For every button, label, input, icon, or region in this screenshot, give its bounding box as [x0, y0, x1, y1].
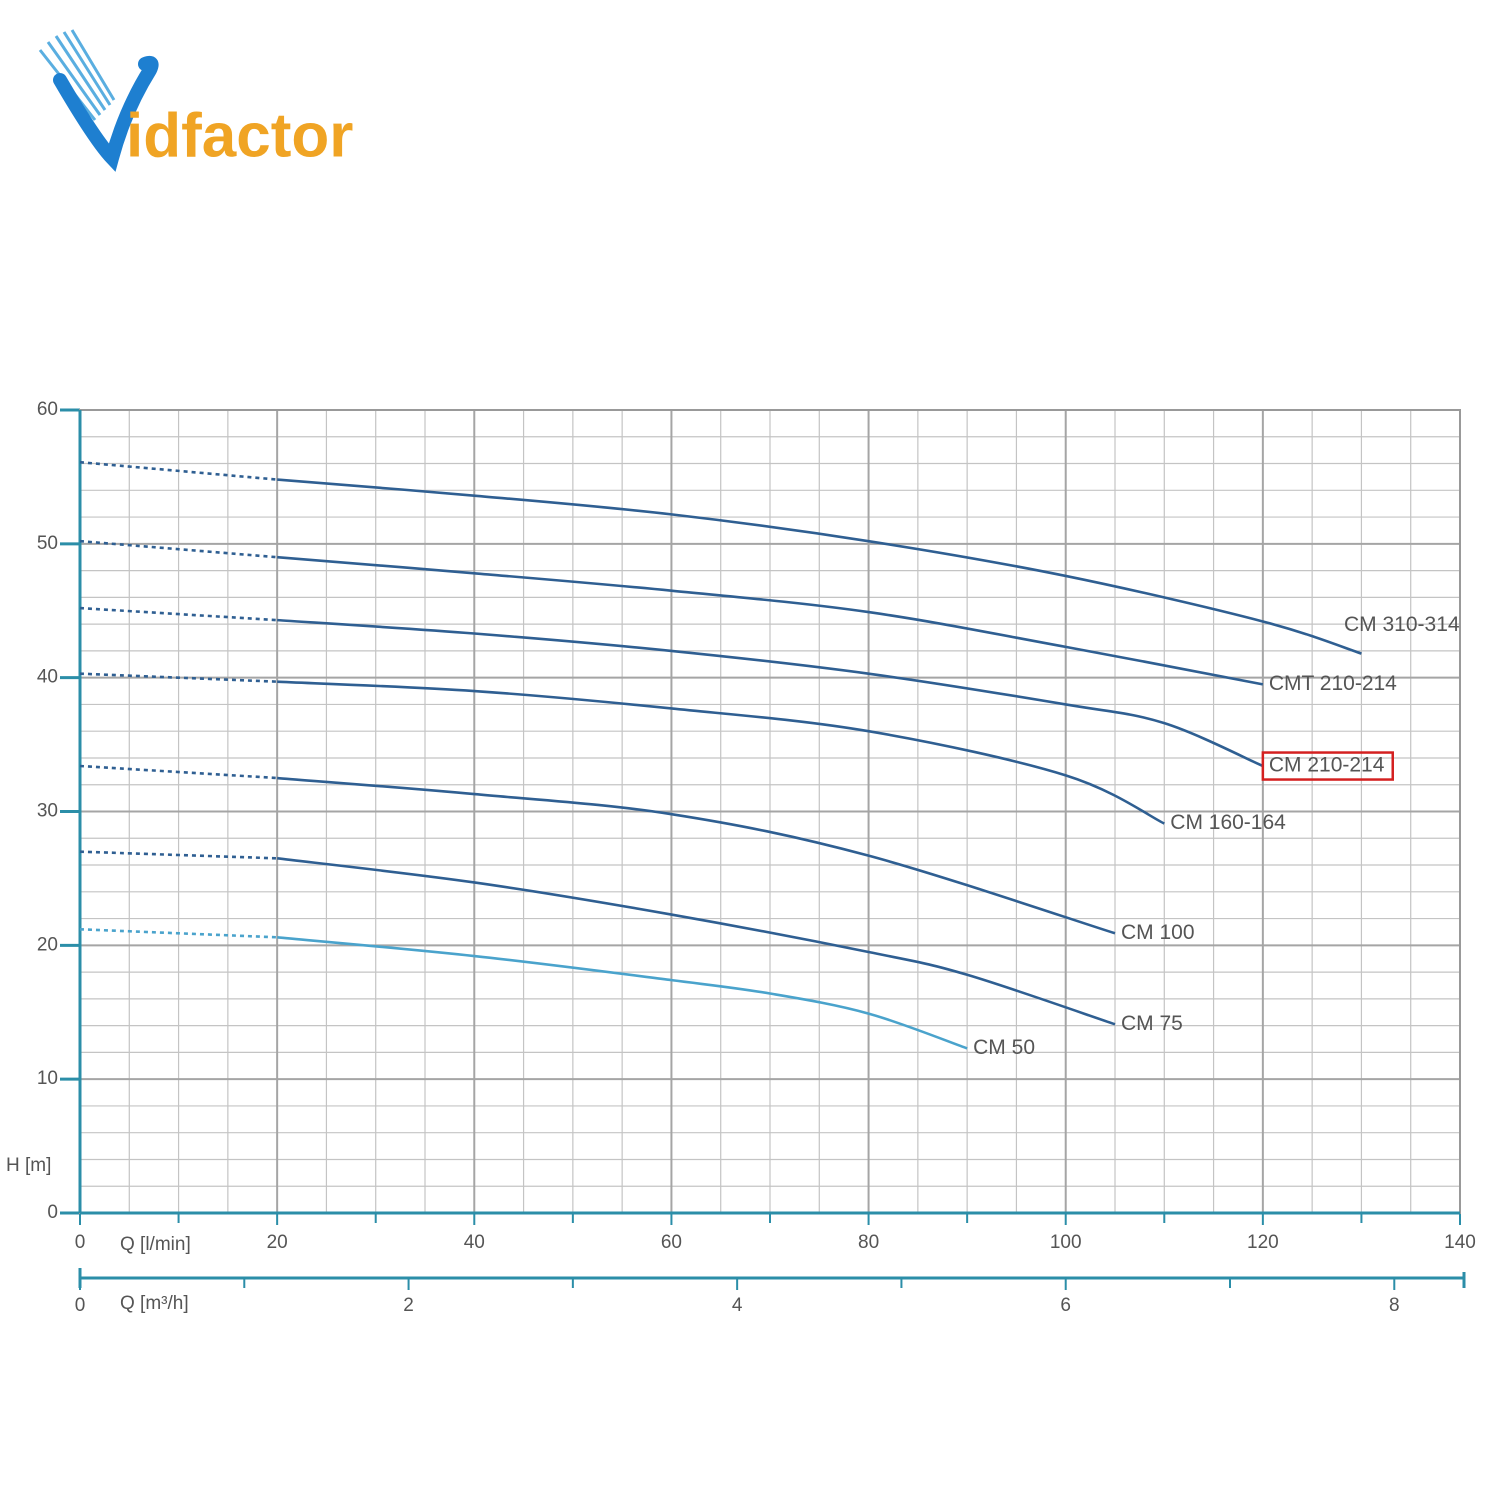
- x2-tick-label: 8: [1389, 1295, 1400, 1316]
- x-tick-label: 140: [1444, 1232, 1476, 1253]
- curve-extrapolated: [79, 672, 278, 683]
- curve-label: CMT 210-214: [1269, 672, 1397, 695]
- x-tick-label: 20: [267, 1232, 288, 1253]
- curve: [277, 618, 1264, 768]
- logo-text: idfactor: [126, 101, 353, 170]
- x2-tick-label: 4: [732, 1295, 743, 1316]
- curve-label: CM 75: [1121, 1012, 1183, 1035]
- curve: [277, 936, 968, 1050]
- x-tick-label: 40: [464, 1232, 485, 1253]
- x2-axis-label: Q [m³/h]: [120, 1293, 189, 1314]
- curve-label: CM 310-314: [1344, 613, 1460, 636]
- curve-label: CM 50: [973, 1036, 1035, 1059]
- curve-label: CM 210-214: [1269, 754, 1385, 777]
- curve-extrapolated: [79, 539, 278, 559]
- curve-extrapolated: [79, 606, 278, 622]
- y-tick-label: 10: [37, 1068, 58, 1089]
- highlight-box: [1261, 751, 1394, 781]
- curve: [277, 478, 1362, 655]
- curve: [277, 776, 1116, 935]
- curve-extrapolated: [79, 927, 278, 939]
- y-tick-label: 20: [37, 934, 58, 955]
- x-tick-label: 120: [1247, 1232, 1279, 1253]
- curve-label: CM 100: [1121, 921, 1195, 944]
- curve: [277, 680, 1165, 825]
- logo-v: [53, 55, 159, 172]
- logo: V idfactor: [38, 29, 353, 172]
- curve-extrapolated: [79, 850, 278, 860]
- y-axis-label: H [m]: [6, 1155, 51, 1176]
- y-tick-label: 40: [37, 667, 58, 688]
- y-tick-label: 30: [37, 801, 58, 822]
- y-tick-label: 0: [47, 1202, 58, 1223]
- curve-extrapolated: [79, 764, 278, 780]
- x-tick-label: 80: [858, 1232, 879, 1253]
- x2-tick-label: 2: [403, 1295, 414, 1316]
- y-tick-label: 50: [37, 533, 58, 554]
- x-axis-label: Q [l/min]: [120, 1234, 191, 1255]
- x-tick-label: 100: [1050, 1232, 1082, 1253]
- curve-extrapolated: [79, 460, 278, 481]
- x-tick-label: 0: [75, 1232, 86, 1253]
- x2-tick-label: 0: [75, 1295, 86, 1316]
- curve: [276, 857, 1116, 1026]
- x2-tick-label: 6: [1060, 1295, 1071, 1316]
- x-tick-label: 60: [661, 1232, 682, 1253]
- y-tick-label: 60: [37, 399, 58, 420]
- curve-label: CM 160-164: [1170, 811, 1286, 834]
- curve: [277, 555, 1264, 686]
